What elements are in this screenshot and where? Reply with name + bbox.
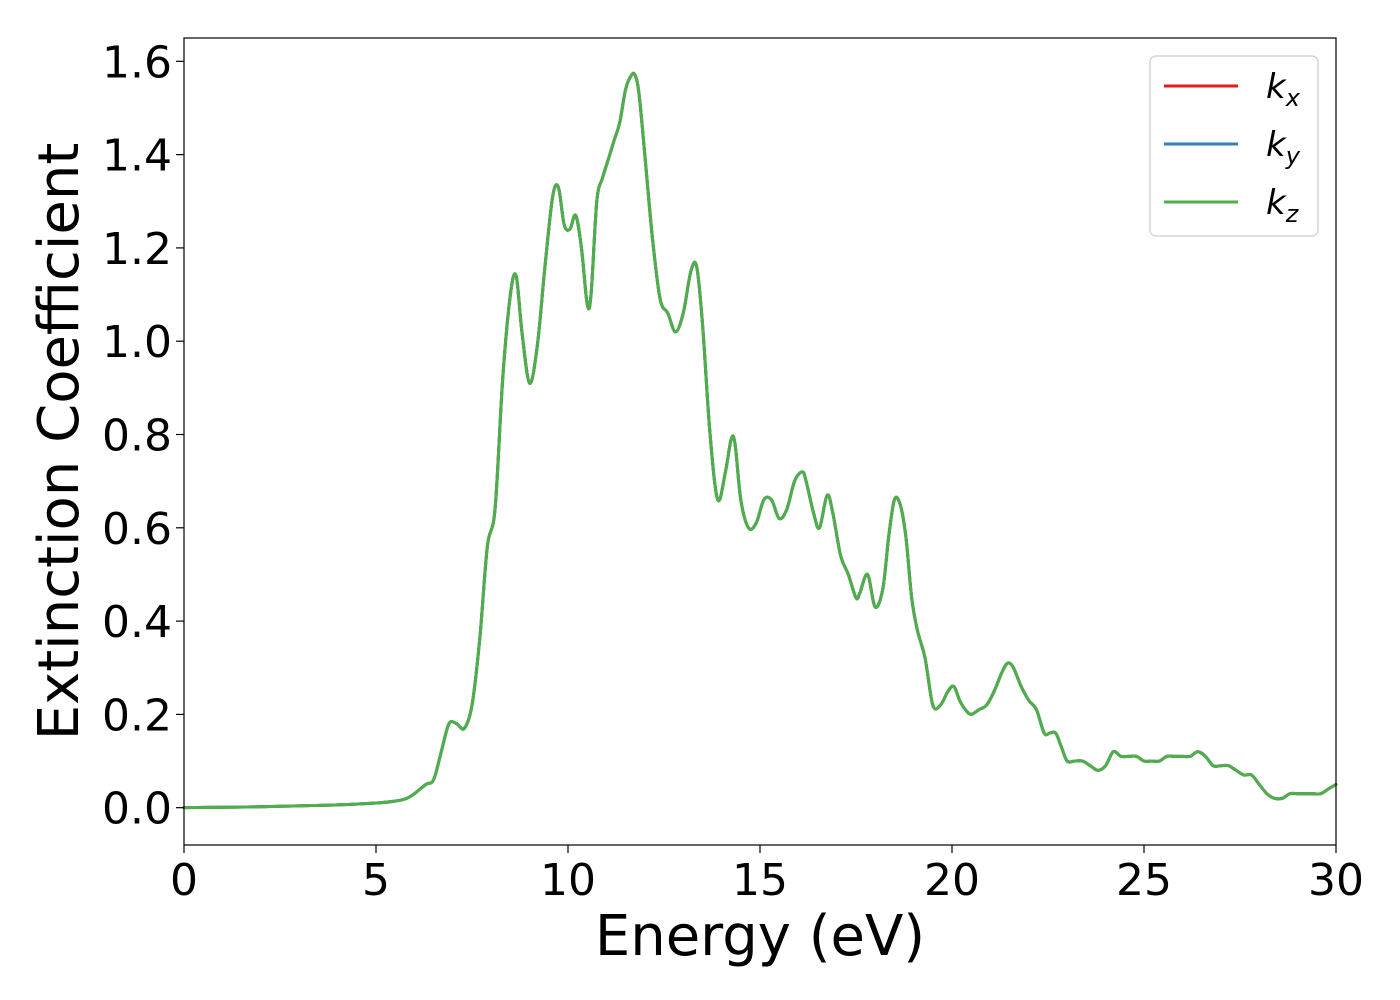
legend-box (1149, 55, 1319, 237)
legend-label-subscript: x (1285, 84, 1301, 112)
y-tick-label: 1.2 (102, 224, 172, 275)
y-tick-label: 0.0 (102, 784, 172, 835)
x-tick-label: 25 (1116, 855, 1172, 906)
y-tick-label: 1.4 (102, 131, 172, 182)
x-axis-ticks: 0 5 10 15 20 25 30 (170, 845, 1364, 906)
series-layer (182, 71, 1338, 810)
x-tick-label: 10 (540, 855, 596, 906)
series-line-kz (182, 71, 1338, 810)
legend-label-base: k (1266, 125, 1287, 165)
x-tick-label: 15 (732, 855, 788, 906)
y-tick-label: 1.0 (102, 317, 172, 368)
y-tick-label: 1.6 (102, 37, 172, 88)
legend-label-kx: kx (1266, 67, 1301, 112)
legend-label-base: k (1266, 183, 1287, 223)
x-tick-label: 20 (924, 855, 980, 906)
y-tick-label: 0.8 (102, 411, 172, 462)
legend-label-subscript: y (1285, 142, 1301, 170)
legend-label-kz: kz (1266, 183, 1300, 228)
x-axis-title: Energy (eV) (595, 904, 925, 969)
x-tick-label: 5 (362, 855, 390, 906)
y-tick-label: 0.4 (102, 597, 172, 648)
legend-label-base: k (1266, 67, 1287, 107)
y-axis-ticks: 0.0 0.2 0.4 0.6 0.8 1.0 1.2 1.4 1.6 (102, 37, 184, 835)
x-tick-label: 0 (170, 855, 198, 906)
legend-label-ky: ky (1266, 125, 1301, 170)
y-axis-title: Extinction Coefficient (27, 143, 92, 741)
y-tick-label: 0.2 (102, 690, 172, 741)
y-tick-label: 0.6 (102, 504, 172, 555)
x-tick-label: 30 (1308, 855, 1364, 906)
legend-label-subscript: z (1285, 200, 1300, 228)
